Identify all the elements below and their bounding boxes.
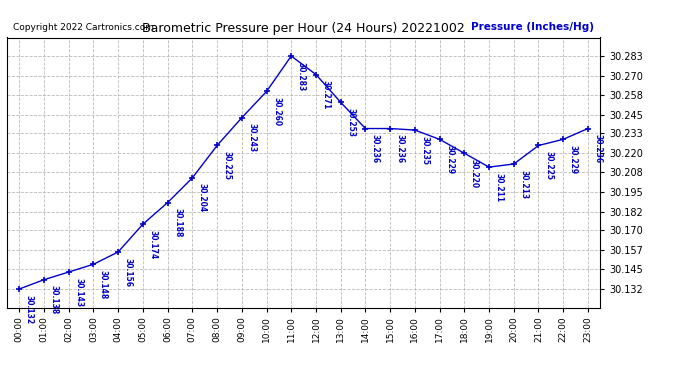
Text: 30.229: 30.229 <box>445 145 454 174</box>
Text: 30.211: 30.211 <box>495 172 504 202</box>
Text: 30.283: 30.283 <box>297 62 306 91</box>
Text: 30.225: 30.225 <box>223 151 232 180</box>
Text: 30.236: 30.236 <box>371 134 380 163</box>
Text: 30.243: 30.243 <box>247 123 257 152</box>
Text: 30.260: 30.260 <box>272 97 281 126</box>
Text: 30.188: 30.188 <box>173 208 182 237</box>
Text: 30.236: 30.236 <box>395 134 405 163</box>
Text: 30.229: 30.229 <box>569 145 578 174</box>
Text: 30.204: 30.204 <box>198 183 207 213</box>
Text: 30.174: 30.174 <box>148 230 157 259</box>
Text: 30.132: 30.132 <box>25 294 34 324</box>
Text: 30.271: 30.271 <box>322 80 331 110</box>
Text: 30.138: 30.138 <box>50 285 59 315</box>
Text: 30.225: 30.225 <box>544 151 553 180</box>
Text: Copyright 2022 Cartronics.com: Copyright 2022 Cartronics.com <box>13 23 154 32</box>
Text: 30.253: 30.253 <box>346 108 355 137</box>
Text: 30.156: 30.156 <box>124 258 132 286</box>
Title: Barometric Pressure per Hour (24 Hours) 20221002: Barometric Pressure per Hour (24 Hours) … <box>142 22 465 35</box>
Text: Pressure (Inches/Hg): Pressure (Inches/Hg) <box>471 22 594 32</box>
Text: 30.143: 30.143 <box>75 278 83 307</box>
Text: 30.235: 30.235 <box>420 136 429 165</box>
Text: 30.220: 30.220 <box>470 159 479 188</box>
Text: 30.148: 30.148 <box>99 270 108 299</box>
Text: 30.213: 30.213 <box>520 170 529 199</box>
Text: 30.236: 30.236 <box>593 134 602 163</box>
